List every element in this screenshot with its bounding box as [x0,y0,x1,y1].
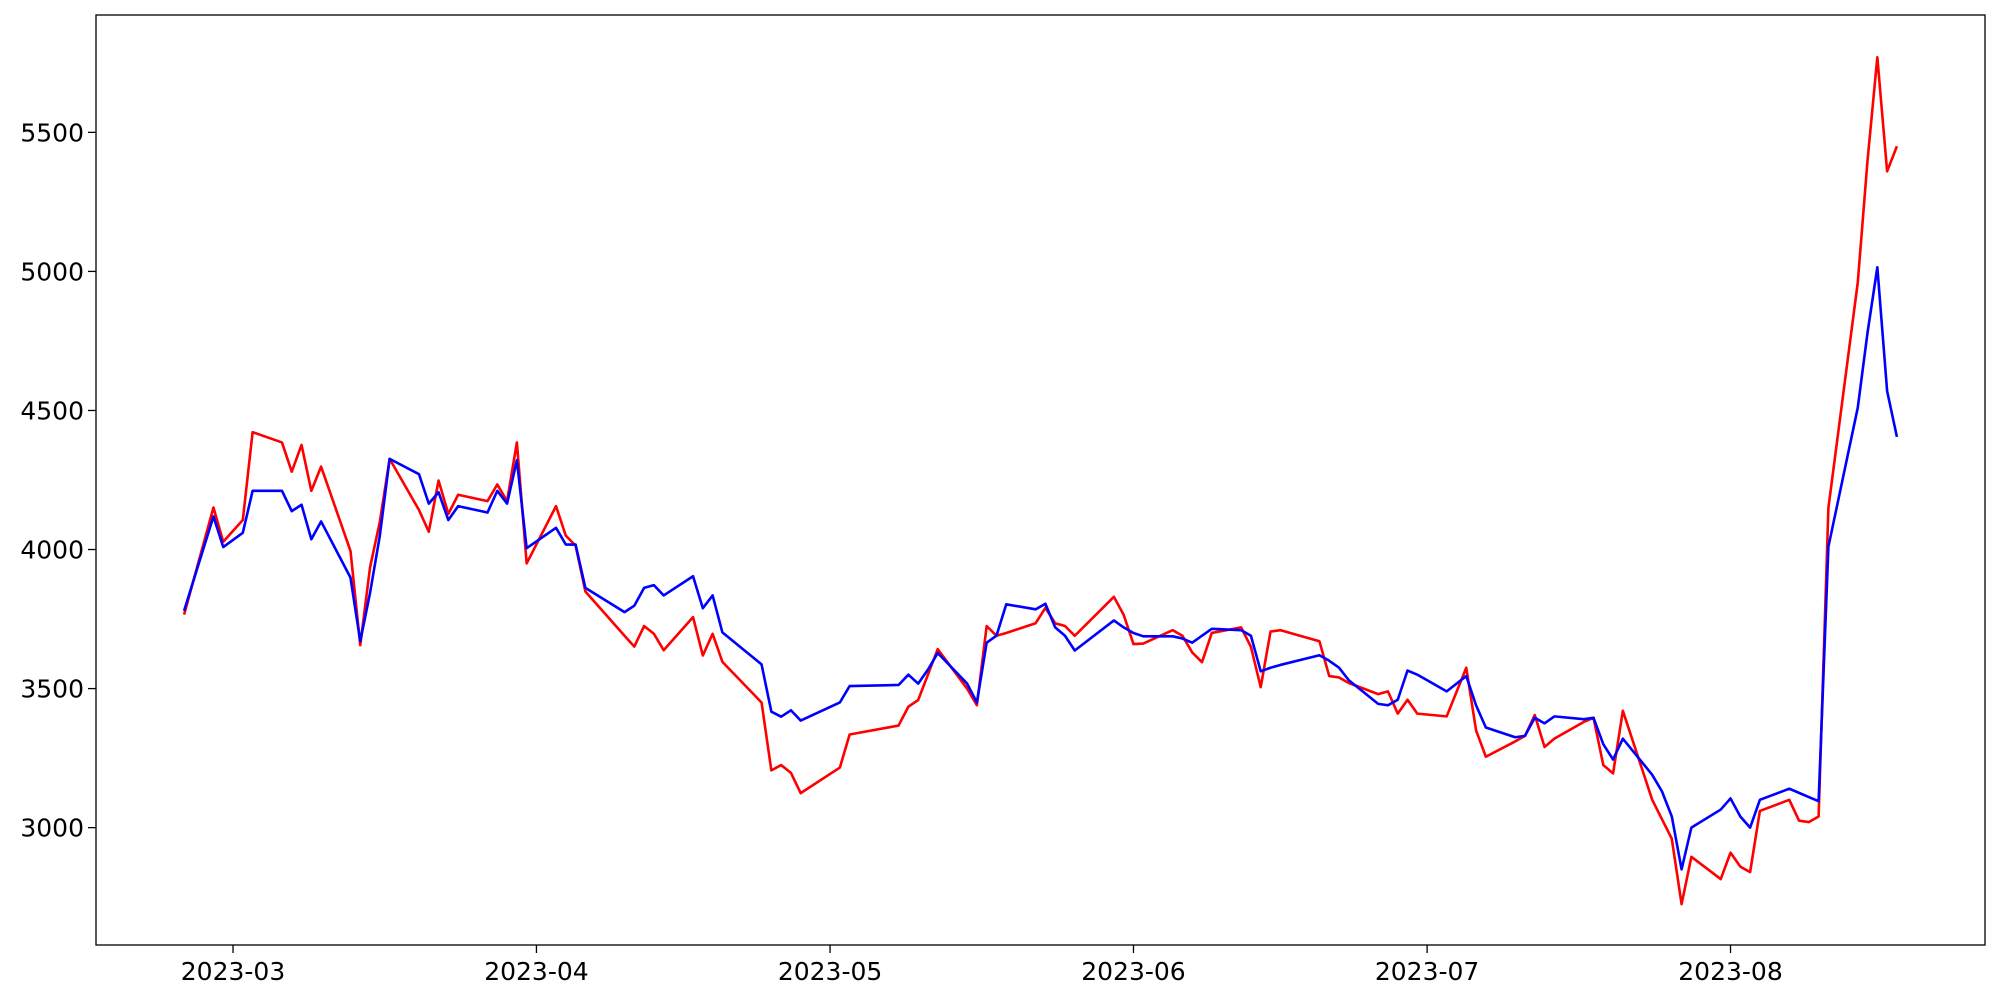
y-tick-label: 5500 [20,118,84,147]
y-tick-label: 4500 [20,396,84,425]
line-series [182,265,1899,871]
line-series [182,55,1899,906]
y-tick-label: 3000 [20,814,84,843]
x-tick-label: 2023-04 [484,957,588,986]
x-tick-label: 2023-06 [1081,957,1185,986]
y-tick-label: 3500 [20,675,84,704]
x-tick-label: 2023-08 [1678,957,1782,986]
y-tick-label: 5000 [20,257,84,286]
x-tick-label: 2023-05 [778,957,882,986]
x-tick-label: 2023-03 [181,957,285,986]
x-tick-label: 2023-07 [1375,957,1479,986]
y-tick-label: 4000 [20,536,84,565]
plot-frame [95,14,1986,946]
